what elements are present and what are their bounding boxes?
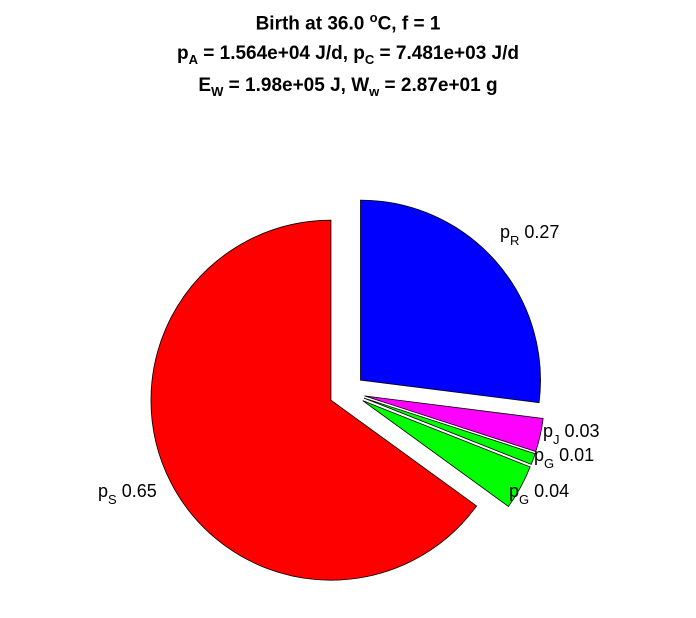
slice-label-2: pG 0.01 xyxy=(534,445,594,471)
pie-slice-pj-1 xyxy=(364,395,544,453)
title-line-2: pA = 1.564e+04 J/d, pC = 7.481e+03 J/d xyxy=(176,43,519,67)
title-line-1: Birth at 36.0 oC, f = 1 xyxy=(255,10,441,35)
slice-label-0: pR 0.27 xyxy=(500,222,559,248)
slice-label-3: pG 0.04 xyxy=(509,481,569,507)
pie-slice-pg-3 xyxy=(362,400,531,508)
pie-slice-ps-4 xyxy=(150,219,478,581)
chart-title: Birth at 36.0 oC, f = 1 pA = 1.564e+04 J… xyxy=(0,10,696,106)
pie-slice-pr-0 xyxy=(360,199,541,404)
title-line-3: EW = 1.98e+05 J, Ww = 2.87e+01 g xyxy=(198,75,498,99)
slice-label-1: pJ 0.03 xyxy=(543,421,600,447)
slice-label-4: pS 0.65 xyxy=(98,481,157,507)
pie-slice-pg-2 xyxy=(363,397,536,465)
